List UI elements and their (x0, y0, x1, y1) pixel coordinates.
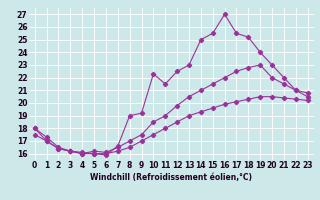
X-axis label: Windchill (Refroidissement éolien,°C): Windchill (Refroidissement éolien,°C) (90, 173, 252, 182)
